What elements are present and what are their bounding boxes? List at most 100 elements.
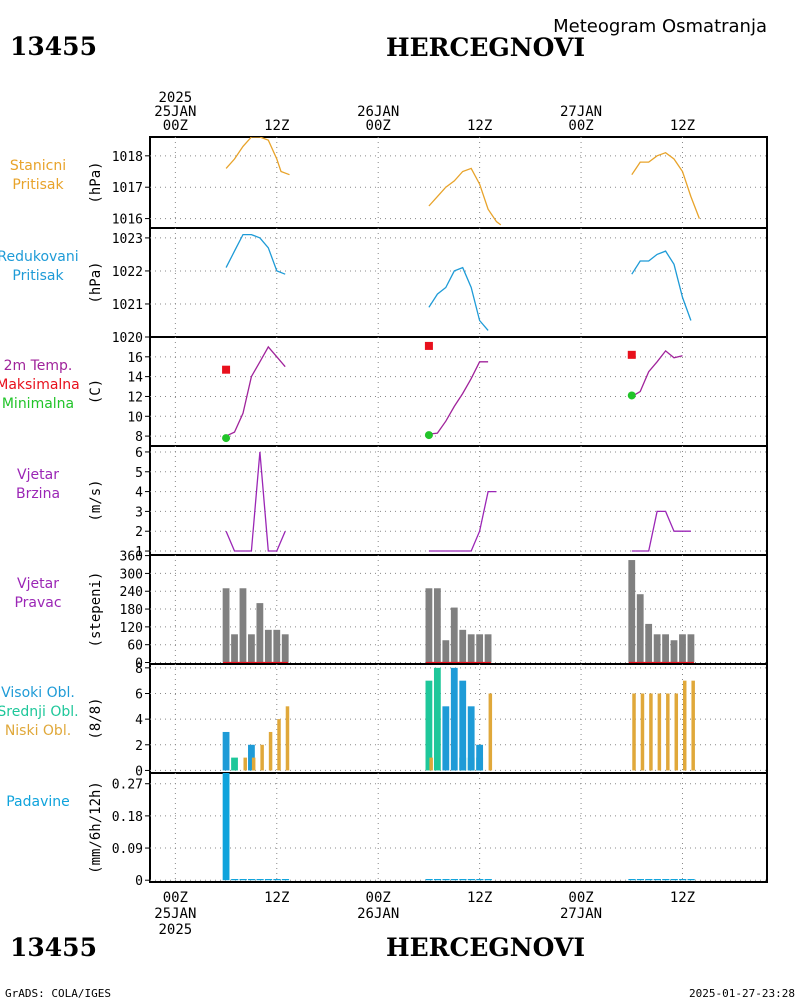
max-temp-marker	[222, 365, 231, 374]
cloud-high-bar	[459, 680, 467, 771]
station-name-bottom: HERCEGNOVI	[386, 933, 585, 962]
panel-plot	[225, 345, 683, 437]
wind-dir-bar	[653, 634, 661, 663]
y-unit-label: (8/8)	[88, 697, 104, 739]
y-unit-label: (stepeni)	[88, 572, 104, 648]
y-tick-label: 240	[120, 585, 143, 600]
min-temp-marker	[424, 431, 433, 440]
y-tick-label: 1022	[112, 265, 143, 280]
precip-bar	[450, 879, 459, 881]
bottom-axis-line	[150, 882, 767, 883]
precip-bar	[231, 879, 239, 881]
cloud-low-bar	[243, 757, 247, 771]
panel-temperatura: 8 10 12 14 16 (C) 2m Temp. Maksimalna Minimalna	[0, 336, 768, 447]
precip-bar	[239, 879, 247, 881]
cloud-low-bar	[632, 693, 636, 771]
y-tick-label: 1018	[112, 150, 143, 165]
precip-bar	[433, 879, 442, 881]
chart-title: Meteogram Osmatranja	[553, 16, 767, 37]
station-id-bottom: 13455	[10, 933, 97, 962]
top-tick-label: 12Z	[670, 118, 695, 134]
cloud-high-bar	[248, 744, 255, 771]
cloud-low-bar	[649, 693, 653, 771]
y-tick-label: 180	[120, 603, 143, 618]
panel-oblacnost: 0 2 4 6 8 (8/8) Visoki Obl. Srednji Obl. Niski O…	[0, 662, 768, 779]
y-tick-label: 0	[135, 657, 143, 672]
top-tick-label: 00Z	[568, 118, 593, 134]
wind-dir-bar	[484, 634, 492, 663]
station-name-top: HERCEGNOVI	[386, 33, 585, 62]
panel-redukovani-pritisak: 1020 1021 1022 1023 (hPa) Redukovani Pritisak	[0, 227, 768, 346]
series-line	[631, 250, 692, 321]
cloud-high-bar	[450, 667, 458, 771]
y-tick-label: 8	[135, 662, 143, 677]
y-tick-label: 0.09	[112, 842, 143, 857]
y-tick-label: 1021	[112, 298, 143, 313]
series-line	[225, 451, 286, 552]
cloud-mid-bar	[433, 667, 441, 771]
precip-bar	[687, 879, 695, 881]
precip-bar	[442, 879, 450, 881]
precip-bar	[264, 879, 273, 881]
y-tick-label: 0	[135, 764, 143, 779]
panel-plot	[222, 560, 695, 664]
station-id-top: 13455	[10, 32, 97, 61]
precip-bar	[273, 879, 281, 881]
y-tick-label: 1023	[112, 232, 143, 247]
precip-bar	[653, 879, 661, 881]
wind-dir-bar	[679, 634, 686, 663]
precip-bar	[670, 879, 678, 881]
cloud-high-bar	[467, 706, 475, 771]
panel-label: Redukovani	[0, 249, 79, 265]
series-line	[225, 233, 286, 275]
top-tick-label: 25JAN	[154, 104, 196, 120]
cloud-low-bar	[691, 680, 695, 771]
y-tick-label: 120	[120, 621, 143, 636]
y-tick-label: 0	[135, 874, 143, 889]
precip-bar	[256, 879, 264, 881]
panel-frame	[149, 136, 768, 229]
panel-label: Vjetar	[17, 467, 59, 483]
top-tick-label: 2025	[158, 90, 192, 106]
series-line	[428, 361, 489, 435]
cloud-high-bar	[222, 731, 230, 771]
bottom-tick-label: 26JAN	[357, 906, 399, 922]
top-tick-label: 00Z	[163, 118, 188, 134]
panel-label: Pravac	[14, 595, 61, 611]
panel-label: Minimalna	[2, 396, 74, 412]
cloud-high-bar	[476, 744, 484, 771]
bottom-tick-label: 12Z	[670, 890, 695, 906]
credit-text: GrADS: COLA/IGES	[5, 987, 111, 1000]
wind-dir-bar	[450, 607, 458, 663]
panel-label: Brzina	[16, 486, 60, 502]
y-unit-label: (mm/6h/12h)	[88, 781, 104, 874]
y-tick-label: 1016	[112, 213, 143, 228]
cloud-low-bar	[285, 706, 290, 771]
cloud-low-bar	[277, 719, 281, 771]
series-line	[428, 167, 502, 226]
wind-dir-bar	[256, 603, 264, 663]
panel-plot	[225, 137, 701, 226]
y-tick-label: 1020	[112, 331, 143, 346]
panel-plot	[225, 451, 691, 552]
bottom-tick-label: 00Z	[568, 890, 593, 906]
wind-dir-bar	[425, 588, 433, 663]
top-tick-label: 12Z	[467, 118, 492, 134]
wind-dir-bar	[222, 588, 230, 663]
panel-plot	[222, 667, 695, 771]
panel-label: Stanicni	[10, 158, 66, 174]
y-tick-label: 300	[120, 567, 143, 582]
precip-bar	[628, 879, 636, 881]
precip-bar	[476, 879, 484, 881]
y-tick-label: 0.18	[112, 810, 143, 825]
wind-dir-bar	[467, 634, 475, 663]
y-tick-label: 60	[127, 639, 143, 654]
y-unit-label: (hPa)	[88, 261, 104, 303]
panel-label: Padavine	[6, 794, 70, 810]
wind-dir-bar	[231, 634, 238, 663]
panel-label: Srednji Obl.	[0, 704, 79, 720]
panel-vjetar-brzina: 1 2 3 4 5 6 (m/s) Vjetar Brzina	[16, 445, 768, 560]
y-unit-label: (hPa)	[88, 161, 104, 203]
